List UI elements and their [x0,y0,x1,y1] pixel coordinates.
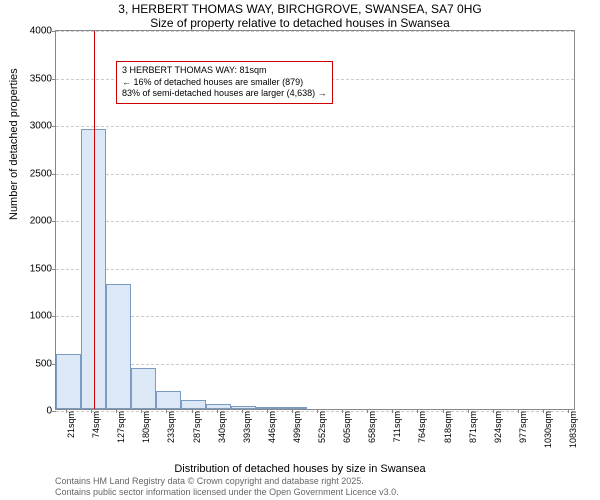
annotation-line: 3 HERBERT THOMAS WAY: 81sqm [122,65,327,77]
histogram-bar [281,407,306,409]
ytick-label: 1000 [30,311,52,322]
y-axis-label: Number of detached properties [8,68,20,220]
ytick-mark [52,79,56,80]
annotation-line: ← 16% of detached houses are smaller (87… [122,77,327,89]
ytick-mark [52,316,56,317]
histogram-bar [231,406,256,409]
histogram-bar [106,284,131,409]
histogram-bar [256,407,281,409]
footer-line-2: Contains public sector information licen… [55,487,399,498]
x-axis-label: Distribution of detached houses by size … [0,463,600,475]
histogram-bar [206,404,231,409]
ytick-label: 2500 [30,168,52,179]
gridline [56,31,574,32]
ytick-mark [52,269,56,270]
ytick-label: 3500 [30,73,52,84]
xtick-label: 446sqm [267,411,277,443]
histogram-bar [131,368,156,409]
annotation-box: 3 HERBERT THOMAS WAY: 81sqm← 16% of deta… [116,61,333,104]
xtick-label: 977sqm [518,411,528,443]
xtick-label: 180sqm [141,411,151,443]
ytick-mark [52,31,56,32]
xtick-label: 871sqm [468,411,478,443]
xtick-label: 1083sqm [568,411,578,448]
xtick-label: 764sqm [417,411,427,443]
xtick-label: 393sqm [242,411,252,443]
xtick-label: 924sqm [493,411,503,443]
xtick-label: 287sqm [192,411,202,443]
histogram-bar [56,354,81,409]
histogram-bar [181,400,206,409]
histogram-bar [156,391,181,409]
marker-line [94,31,95,409]
xtick-label: 818sqm [443,411,453,443]
xtick-label: 658sqm [367,411,377,443]
footer-line-1: Contains HM Land Registry data © Crown c… [55,476,399,487]
xtick-label: 127sqm [116,411,126,443]
gridline [56,269,574,270]
xtick-label: 74sqm [91,411,101,438]
ytick-label: 0 [46,406,52,417]
chart-title-1: 3, HERBERT THOMAS WAY, BIRCHGROVE, SWANS… [0,2,600,16]
ytick-mark [52,411,56,412]
xtick-label: 1030sqm [543,411,553,448]
ytick-mark [52,174,56,175]
xtick-label: 552sqm [317,411,327,443]
xtick-label: 233sqm [166,411,176,443]
annotation-line: 83% of semi-detached houses are larger (… [122,88,327,100]
xtick-label: 605sqm [342,411,352,443]
chart-title-2: Size of property relative to detached ho… [0,16,600,30]
chart-area: 0500100015002000250030003500400021sqm74s… [55,30,575,410]
ytick-label: 2000 [30,216,52,227]
ytick-label: 1500 [30,263,52,274]
gridline [56,174,574,175]
xtick-label: 21sqm [66,411,76,438]
xtick-label: 499sqm [292,411,302,443]
ytick-label: 4000 [30,26,52,37]
gridline [56,364,574,365]
ytick-label: 3000 [30,121,52,132]
ytick-mark [52,221,56,222]
footer-attribution: Contains HM Land Registry data © Crown c… [55,476,399,498]
ytick-mark [52,126,56,127]
xtick-label: 340sqm [217,411,227,443]
xtick-label: 711sqm [392,411,402,442]
gridline [56,316,574,317]
ytick-label: 500 [35,358,52,369]
gridline [56,126,574,127]
gridline [56,221,574,222]
